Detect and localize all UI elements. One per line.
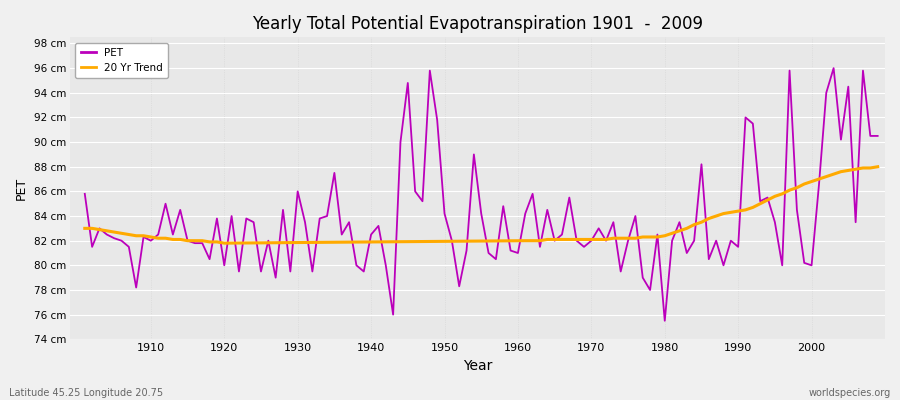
Text: worldspecies.org: worldspecies.org xyxy=(809,388,891,398)
Y-axis label: PET: PET xyxy=(15,177,28,200)
Title: Yearly Total Potential Evapotranspiration 1901  -  2009: Yearly Total Potential Evapotranspiratio… xyxy=(252,15,703,33)
X-axis label: Year: Year xyxy=(463,359,492,373)
Legend: PET, 20 Yr Trend: PET, 20 Yr Trend xyxy=(76,42,168,78)
Text: Latitude 45.25 Longitude 20.75: Latitude 45.25 Longitude 20.75 xyxy=(9,388,163,398)
